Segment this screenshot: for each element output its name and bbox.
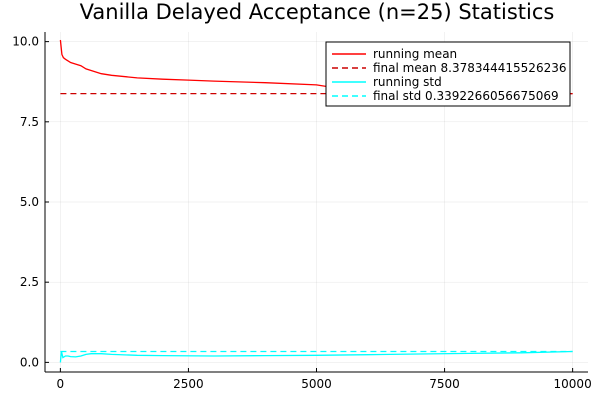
x-tick-label: 2500 — [173, 377, 204, 391]
x-tick-label: 0 — [57, 377, 65, 391]
legend-box — [325, 41, 571, 107]
chart-title: Vanilla Delayed Acceptance (n=25) Statis… — [80, 0, 555, 24]
legend-label: final mean 8.378344415526236 — [373, 61, 566, 75]
axes: 0 2500 5000 7500 10000 0.0 2.5 5.0 7.5 10.0 — [12, 32, 592, 391]
y-tick-label: 7.5 — [20, 115, 39, 129]
y-tick-label: 0.0 — [20, 355, 39, 369]
legend-label: running mean — [373, 47, 457, 61]
x-tick-label: 5000 — [301, 377, 332, 391]
series-line-2 — [59, 350, 573, 363]
y-tick-label: 10.0 — [12, 35, 39, 49]
y-tick-label: 2.5 — [20, 275, 39, 289]
x-tick-label: 7500 — [429, 377, 460, 391]
legend-label: final std 0.3392266056675069 — [373, 89, 559, 103]
legend-label: running std — [373, 75, 442, 89]
y-tick-label: 5.0 — [20, 195, 39, 209]
x-tick-label: 10000 — [554, 377, 592, 391]
